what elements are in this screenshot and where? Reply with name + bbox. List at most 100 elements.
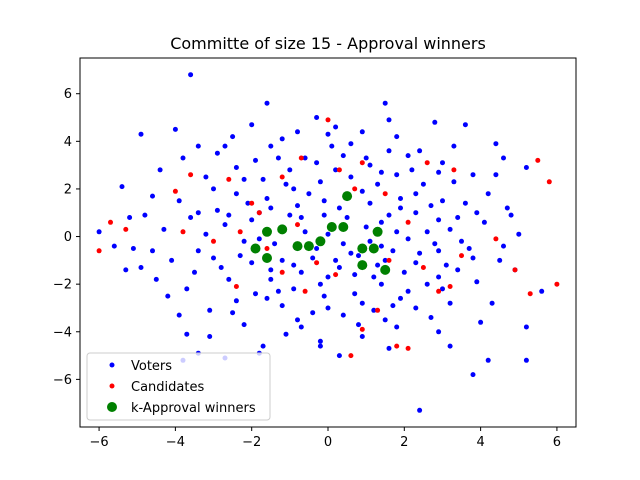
- winner-point: [380, 264, 391, 275]
- voter-point: [241, 238, 247, 244]
- candidate-point: [336, 167, 342, 173]
- voter-point: [321, 212, 327, 218]
- y-tick-label: 4: [64, 135, 72, 150]
- voter-point: [317, 338, 323, 344]
- voter-point: [291, 186, 297, 192]
- voter-point: [211, 186, 216, 192]
- voter-point: [485, 357, 491, 363]
- voter-point: [436, 169, 442, 175]
- voter-point: [436, 217, 442, 223]
- voter-point: [398, 196, 403, 201]
- voter-point: [214, 150, 220, 156]
- voter-point: [359, 129, 365, 135]
- candidate-point: [352, 186, 358, 192]
- voter-point: [241, 176, 247, 182]
- winner-point: [292, 241, 303, 252]
- voter-point: [485, 191, 491, 197]
- voter-point: [417, 148, 423, 154]
- legend-marker-candidates: [109, 383, 115, 389]
- candidate-point: [256, 210, 262, 216]
- voter-point: [424, 281, 430, 287]
- voter-point: [218, 265, 224, 270]
- candidate-point: [180, 229, 186, 235]
- voter-point: [382, 100, 388, 106]
- voter-point: [188, 72, 194, 78]
- chart-title: Committe of size 15 - Approval winners: [170, 34, 486, 53]
- candidate-point: [226, 176, 232, 182]
- voter-point: [317, 179, 323, 185]
- voter-point: [298, 269, 304, 275]
- candidate-point: [382, 191, 388, 197]
- voter-point: [176, 198, 182, 204]
- voter-point: [398, 295, 403, 301]
- voter-point: [275, 288, 281, 294]
- voter-point: [130, 246, 136, 251]
- voter-point: [291, 286, 297, 292]
- voter-point: [386, 345, 392, 351]
- candidate-point: [447, 284, 453, 289]
- candidate-point: [237, 229, 243, 235]
- candidate-point: [527, 291, 533, 297]
- voter-point: [363, 224, 369, 230]
- voter-point: [295, 317, 300, 323]
- voter-point: [325, 305, 331, 311]
- voter-point: [382, 317, 388, 323]
- voter-point: [287, 212, 293, 218]
- voter-point: [260, 176, 266, 182]
- voter-point: [207, 307, 213, 313]
- voter-point: [184, 331, 190, 337]
- voter-point: [340, 312, 346, 318]
- voter-point: [333, 124, 339, 130]
- voter-point: [378, 243, 384, 249]
- voter-point: [436, 274, 442, 280]
- voter-point: [230, 310, 236, 316]
- y-tick-label: 0: [64, 230, 72, 245]
- voter-point: [539, 288, 545, 294]
- voter-point: [226, 276, 232, 282]
- voter-point: [466, 246, 472, 251]
- voter-point: [264, 196, 270, 201]
- voter-point: [245, 200, 251, 206]
- voter-point: [401, 269, 407, 275]
- voter-point: [378, 281, 384, 287]
- voter-point: [264, 100, 270, 106]
- voter-point: [523, 165, 529, 170]
- voter-point: [298, 324, 304, 330]
- voter-point: [420, 181, 426, 187]
- legend-label-candidates: Candidates: [131, 380, 204, 395]
- voter-point: [310, 255, 316, 261]
- candidate-point: [123, 226, 129, 232]
- voter-point: [443, 262, 449, 268]
- voter-point: [371, 307, 377, 313]
- voter-point: [375, 262, 381, 268]
- candidate-point: [348, 353, 354, 359]
- voter-point: [268, 267, 274, 273]
- candidate-point: [333, 272, 339, 278]
- voter-point: [195, 248, 201, 254]
- voter-point: [470, 255, 476, 261]
- candidate-point: [108, 219, 113, 225]
- candidate-point: [279, 174, 285, 180]
- voter-point: [314, 115, 320, 120]
- voter-point: [501, 243, 506, 249]
- winner-point: [277, 224, 288, 235]
- voter-point: [336, 353, 342, 359]
- winner-point: [303, 241, 314, 252]
- voter-point: [268, 276, 274, 282]
- voter-point: [359, 300, 365, 306]
- voter-point: [298, 215, 304, 220]
- voter-point: [325, 274, 331, 280]
- voter-point: [478, 319, 484, 325]
- voter-point: [161, 226, 167, 232]
- voter-point: [462, 122, 468, 128]
- voter-point: [96, 229, 102, 235]
- voter-point: [287, 167, 293, 173]
- voter-point: [352, 291, 358, 297]
- voter-point: [169, 257, 175, 263]
- candidate-point: [295, 222, 300, 228]
- candidate-point: [451, 167, 457, 173]
- candidate-point: [424, 160, 430, 166]
- voter-point: [371, 274, 377, 280]
- voter-point: [153, 276, 159, 282]
- voter-point: [241, 322, 247, 328]
